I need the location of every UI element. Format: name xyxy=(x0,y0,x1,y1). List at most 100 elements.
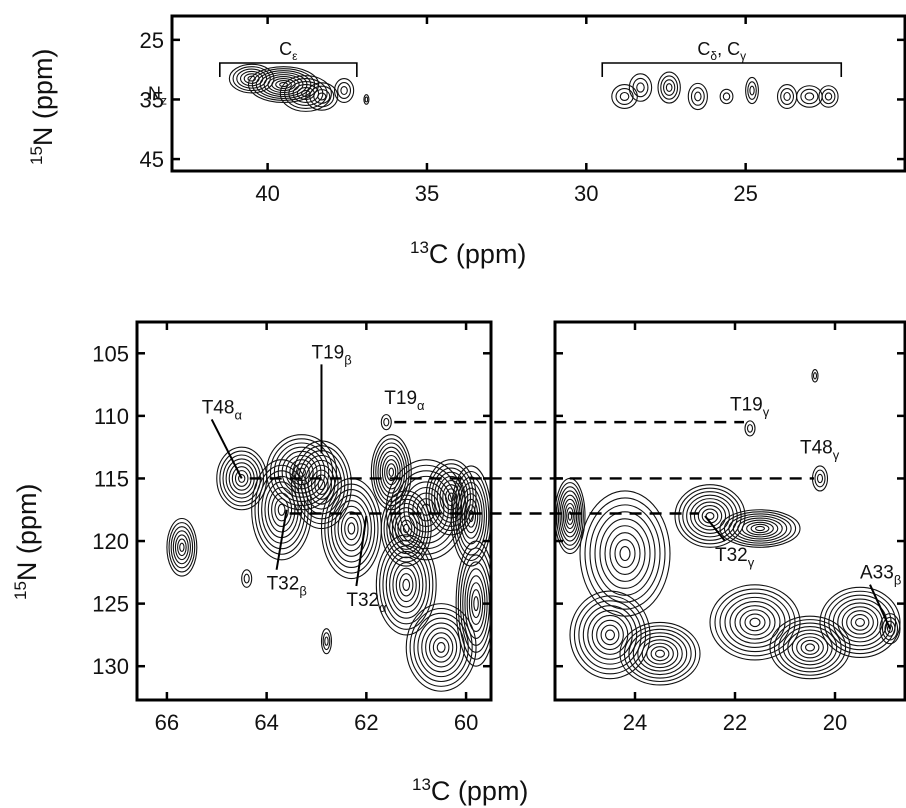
bracket xyxy=(601,62,843,77)
bottom-y-title-sup: 15 xyxy=(11,581,30,600)
peak-label-arrow xyxy=(704,515,726,542)
peak-label-arrow xyxy=(869,584,891,630)
bottom-left-peak xyxy=(241,569,253,588)
peak-label-t19-γ: T19γ xyxy=(730,394,770,419)
bottom-right-peak xyxy=(769,615,851,680)
bottom-left-y-tick-label: 120 xyxy=(92,529,129,554)
bottom-left-x-tick-label: 60 xyxy=(454,710,478,735)
bottom-right-x-tick-label: 24 xyxy=(623,710,647,735)
peak-label-arrow xyxy=(210,419,243,479)
top-x-tick-label: 40 xyxy=(255,181,279,206)
peak-label-t32-α: T32α xyxy=(346,590,387,615)
top-peak xyxy=(611,84,638,109)
bottom-right-peak xyxy=(819,586,901,658)
top-peak xyxy=(363,94,370,105)
correlation-dashed-lines xyxy=(249,420,814,515)
bottom-right-peak xyxy=(744,420,756,437)
bottom-y-axis-title: 15N (ppm) xyxy=(11,484,42,600)
bottom-right-peak xyxy=(569,590,651,680)
bottom-right-peak xyxy=(811,465,829,492)
top-x-title-text: C (ppm) xyxy=(429,239,527,269)
bottom-right-peak xyxy=(719,509,801,548)
nz-label: Nz xyxy=(148,84,167,108)
top-annotations: Cε Cδ, Cγ Nz xyxy=(148,39,843,108)
bottom-right-x-ticks: 24 22 20 xyxy=(623,322,847,735)
bottom-left-y-tick-label: 130 xyxy=(92,654,129,679)
bottom-left-peak xyxy=(405,603,477,692)
top-y-tick-label: 45 xyxy=(140,147,164,172)
bottom-right-peaks xyxy=(555,369,901,686)
top-peak xyxy=(628,73,653,102)
top-peaks xyxy=(228,63,839,112)
bottom-left-y-tick-label: 125 xyxy=(92,592,129,617)
peak-label-t19-β: T19β xyxy=(311,342,351,367)
bottom-right-peak-labels: T19γ T48γ T32γ A33β xyxy=(704,394,901,630)
bottom-x-title-text: C (ppm) xyxy=(431,776,529,806)
peak-label-t19-α: T19α xyxy=(384,388,425,413)
peak-label-t48-γ: T48γ xyxy=(800,437,840,462)
top-peak xyxy=(818,85,839,108)
bottom-left-peak xyxy=(266,434,337,511)
top-x-tick-label: 35 xyxy=(415,181,439,206)
bottom-right-panel: 24 22 20 T19γ T48γ T32γ A33β xyxy=(553,320,906,735)
bottom-left-peak xyxy=(425,459,477,536)
top-peak xyxy=(719,88,734,105)
bottom-left-peaks xyxy=(166,414,491,692)
bottom-y-title-text: N (ppm) xyxy=(12,484,42,582)
top-peak xyxy=(776,84,798,109)
top-peak xyxy=(745,76,759,105)
bottom-left-plot-frame xyxy=(135,320,493,702)
peak-label-a33-β: A33β xyxy=(860,563,901,588)
bottom-x-axis-title: 13C (ppm) xyxy=(412,775,528,806)
bottom-left-panel: 66 64 62 60 105 110 115 120 125 130 T48α T19β T19α… xyxy=(92,320,493,735)
peak-label-t32-γ: T32γ xyxy=(715,545,755,570)
bottom-left-peak xyxy=(375,534,437,636)
bottom-right-peak xyxy=(579,490,671,617)
bracket-label: Cε xyxy=(279,39,298,63)
bottom-left-y-ticks: 105 110 115 120 125 130 xyxy=(92,341,491,679)
bottom-right-x-tick-label: 20 xyxy=(823,710,847,735)
top-y-tick-label: 25 xyxy=(140,28,164,53)
top-peak xyxy=(657,71,681,104)
bottom-left-y-tick-label: 110 xyxy=(94,404,129,429)
top-y-ticks: 25 35 45 xyxy=(140,28,905,172)
bottom-left-peak-labels: T48α T19β T19α T32β T32α xyxy=(202,342,425,615)
top-x-axis-title: 13C (ppm) xyxy=(410,238,526,269)
bottom-right-peak xyxy=(674,484,746,548)
top-x-tick-label: 25 xyxy=(733,181,757,206)
top-plot-frame xyxy=(170,14,906,173)
bottom-left-x-tick-label: 62 xyxy=(354,710,378,735)
top-y-title-sup: 15 xyxy=(27,146,46,165)
bottom-right-peak xyxy=(879,613,901,645)
bottom-right-peak xyxy=(619,621,701,686)
peak-label-t32-β: T32β xyxy=(267,574,307,599)
top-panel: 40 35 30 25 25 35 45 Cε Cδ, Cγ Nz 13C (ppm) 15N… xyxy=(27,14,906,269)
bottom-right-x-tick-label: 22 xyxy=(723,710,747,735)
top-x-tick-label: 30 xyxy=(574,181,598,206)
bottom-left-y-tick-label: 115 xyxy=(94,466,129,491)
bottom-left-peak xyxy=(320,628,333,655)
top-peak xyxy=(333,78,355,103)
bottom-left-y-tick-label: 105 xyxy=(92,341,129,366)
top-y-tick-label: 35 xyxy=(140,87,164,112)
bottom-left-peak xyxy=(450,465,491,567)
bottom-left-x-tick-label: 64 xyxy=(254,710,278,735)
bracket-label: Cδ, Cγ xyxy=(697,39,746,63)
top-peak xyxy=(687,82,708,111)
peak-label-t48-α: T48α xyxy=(202,397,243,422)
bottom-left-peak xyxy=(380,414,392,431)
top-x-title-sup: 13 xyxy=(410,238,429,257)
top-x-ticks: 40 35 30 25 xyxy=(255,16,758,206)
bottom-left-peak xyxy=(380,490,432,567)
bottom-left-x-ticks: 66 64 62 60 xyxy=(155,322,478,735)
top-y-title-text: N (ppm) xyxy=(28,49,58,147)
top-peak xyxy=(305,82,339,111)
bottom-left-x-tick-label: 66 xyxy=(155,710,179,735)
top-peak xyxy=(796,85,823,108)
bracket xyxy=(219,62,358,77)
bottom-left-peak xyxy=(166,517,198,577)
peak-label-arrow xyxy=(355,515,368,587)
bottom-x-title-sup: 13 xyxy=(412,775,431,794)
peak-label-arrow xyxy=(275,509,288,570)
